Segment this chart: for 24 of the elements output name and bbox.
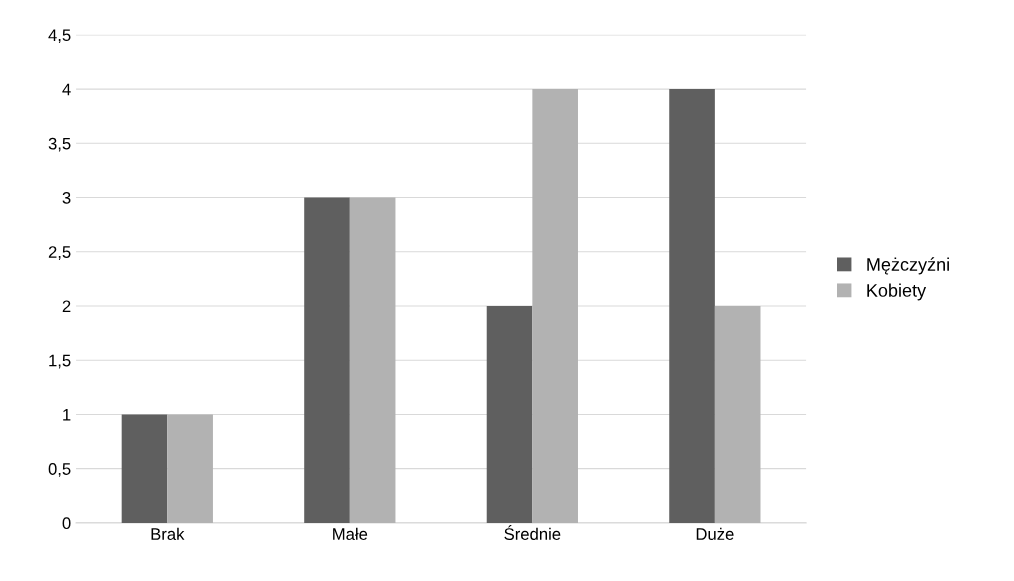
y-tick-label: 1,5 bbox=[49, 354, 71, 369]
y-tick-label: 3 bbox=[62, 191, 71, 204]
y-tick-label: 0,5 bbox=[48, 463, 71, 477]
y-tick-label: 4 bbox=[62, 83, 71, 96]
y-tick-label: 3,5 bbox=[48, 137, 71, 152]
y-tick-label: 1 bbox=[63, 409, 71, 421]
bar bbox=[167, 414, 213, 523]
legend-label: Mężczyźni bbox=[867, 257, 949, 275]
y-tick-label: 2 bbox=[62, 300, 71, 313]
bar bbox=[532, 89, 578, 523]
x-tick-label: Duże bbox=[696, 527, 734, 540]
bar bbox=[669, 89, 715, 523]
bar bbox=[349, 197, 396, 523]
y-tick-label: 0 bbox=[62, 517, 71, 530]
legend-label: Kobiety bbox=[867, 283, 927, 301]
x-tick-label: Brak bbox=[151, 527, 185, 540]
bar bbox=[304, 197, 350, 523]
bar bbox=[121, 414, 168, 523]
y-tick-label: 2,5 bbox=[48, 246, 71, 260]
bar bbox=[714, 305, 761, 523]
y-tick-label: 4,5 bbox=[48, 29, 71, 44]
x-tick-label: Małe bbox=[333, 527, 368, 540]
x-tick-label: Średnie bbox=[504, 524, 561, 540]
bar bbox=[486, 305, 533, 523]
